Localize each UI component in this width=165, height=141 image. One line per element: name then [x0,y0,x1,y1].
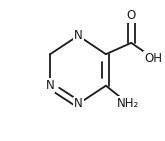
Text: OH: OH [144,52,162,65]
Text: O: O [127,9,136,22]
Text: N: N [74,29,82,42]
Text: NH₂: NH₂ [117,97,139,110]
Text: N: N [74,97,82,110]
Text: N: N [46,79,54,92]
